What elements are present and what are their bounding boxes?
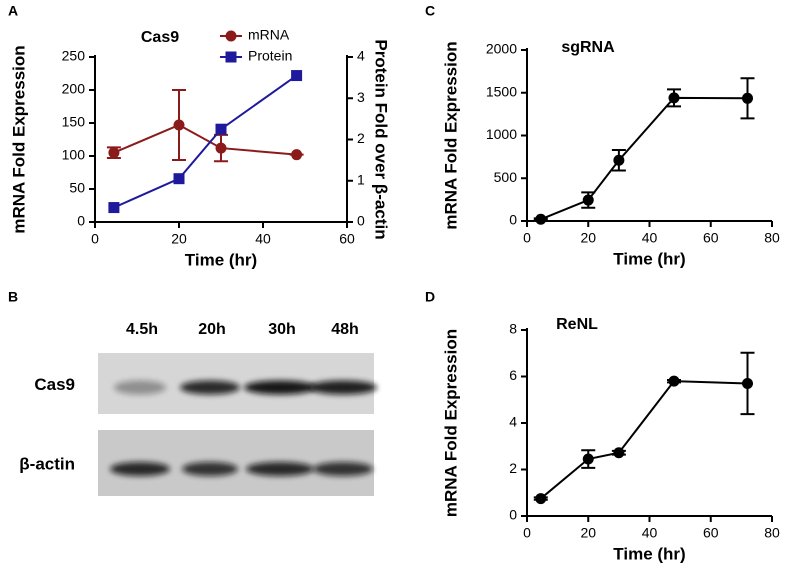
x-tick-label: 0 (91, 231, 99, 247)
series-line (540, 96, 748, 221)
marker (215, 142, 227, 154)
y2-axis-label: Protein Fold over β-actin (372, 39, 391, 239)
legend-marker (225, 30, 237, 42)
lane-label: 48h (331, 321, 359, 338)
panel-label: D (425, 289, 435, 305)
y-axis-label: mRNA Fold Expression (441, 329, 460, 517)
x-axis-label: Time (hr) (613, 544, 685, 563)
y-axis-label: mRNA Fold Expression (441, 41, 460, 229)
series-line (113, 74, 298, 209)
x-tick-label: 60 (703, 230, 719, 246)
x-tick-label: 20 (171, 231, 187, 247)
y-tick-label: 1000 (486, 126, 517, 142)
blot-band (246, 462, 314, 476)
marker (291, 70, 303, 82)
marker (582, 194, 594, 206)
y-tick-label: 6 (509, 367, 517, 383)
marker (582, 453, 594, 465)
x-tick-label: 40 (255, 231, 271, 247)
blot-band (313, 462, 373, 476)
y-tick-label: 0 (509, 212, 517, 228)
y-tick-label: 0 (509, 507, 517, 523)
y-axis-label: mRNA Fold Expression (9, 45, 28, 233)
x-tick-label: 80 (764, 230, 780, 246)
marker (613, 447, 625, 459)
y2-tick-label: 0 (357, 213, 365, 229)
x-tick-label: 20 (580, 230, 596, 246)
lane-label: 30h (268, 321, 296, 338)
panel-label: B (8, 289, 18, 305)
marker (742, 92, 753, 104)
x-axis-label: Time (hr) (613, 249, 685, 268)
marker (291, 149, 303, 161)
y-tick-label: 2000 (486, 41, 517, 57)
blot-band (110, 462, 170, 476)
marker (108, 147, 120, 159)
x-tick-label: 0 (523, 525, 531, 541)
y-tick-label: 1500 (486, 83, 517, 99)
marker (535, 213, 547, 225)
marker (742, 377, 753, 389)
marker (535, 493, 547, 505)
y2-tick-label: 2 (357, 130, 365, 146)
series-line (113, 123, 297, 156)
y2-tick-label: 4 (357, 48, 365, 64)
x-tick-label: 60 (703, 525, 719, 541)
y-tick-label: 2 (509, 460, 517, 476)
x-tick-label: 0 (523, 230, 531, 246)
marker (173, 119, 185, 131)
y-tick-label: 4 (509, 414, 517, 430)
chart-title: sgRNA (561, 39, 615, 56)
chart-title: Cas9 (141, 29, 179, 46)
chart-title: ReNL (556, 316, 598, 333)
y-tick-label: 150 (62, 114, 86, 130)
x-axis-label: Time (hr) (185, 250, 257, 269)
panel-label: C (425, 3, 435, 19)
blot-band (180, 380, 240, 395)
row-label: Cas9 (34, 375, 75, 394)
x-tick-label: 40 (642, 230, 658, 246)
series-line (540, 380, 748, 500)
row-label: β-actin (19, 454, 75, 473)
marker (668, 92, 680, 104)
x-tick-label: 60 (339, 231, 355, 247)
legend-marker (225, 51, 237, 63)
blot-band (309, 380, 377, 395)
marker (668, 375, 680, 387)
y-tick-label: 250 (62, 48, 86, 64)
marker (173, 173, 185, 185)
y-tick-label: 0 (77, 213, 85, 229)
y2-tick-label: 3 (357, 89, 365, 105)
y-tick-label: 8 (509, 321, 517, 337)
panel-label: A (8, 3, 18, 19)
blot-band (114, 380, 166, 395)
y-tick-label: 200 (62, 81, 86, 97)
legend-label: mRNA (248, 27, 290, 43)
legend-label: Protein (248, 48, 292, 64)
x-tick-label: 40 (642, 525, 658, 541)
lane-label: 4.5h (126, 321, 158, 338)
blot-band (244, 380, 316, 395)
blot-band (182, 462, 238, 476)
marker (108, 202, 120, 214)
marker (613, 154, 625, 166)
x-tick-label: 80 (764, 525, 780, 541)
marker (215, 123, 227, 135)
y2-tick-label: 1 (357, 171, 365, 187)
y-tick-label: 50 (69, 180, 85, 196)
x-tick-label: 20 (580, 525, 596, 541)
y-tick-label: 500 (494, 169, 518, 185)
y-tick-label: 100 (62, 147, 86, 163)
lane-label: 20h (198, 321, 226, 338)
